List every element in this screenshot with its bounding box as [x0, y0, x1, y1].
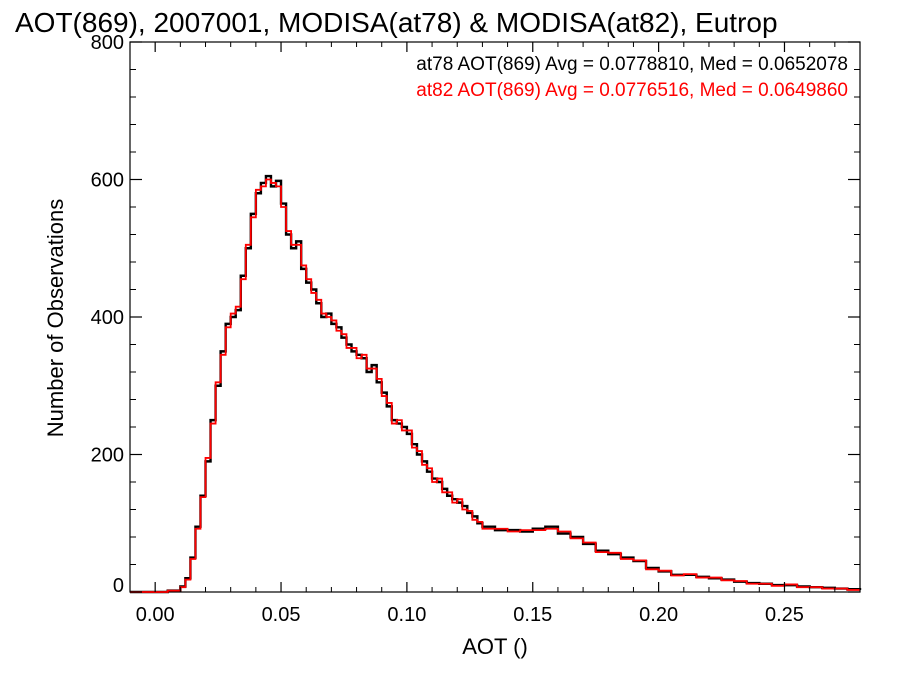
legend-at78-stats: at78 AOT(869) Avg = 0.0778810, Med = 0.0… [416, 54, 848, 75]
x-tick-label: 0.15 [513, 604, 552, 626]
y-tick-label: 200 [91, 445, 124, 467]
legend-at82-stats: at82 AOT(869) Avg = 0.0776516, Med = 0.0… [416, 80, 848, 101]
y-axis-label: Number of Observations [43, 199, 68, 437]
x-tick-label: 0.10 [387, 604, 426, 626]
series-layer [130, 174, 862, 594]
plot-border [129, 41, 861, 593]
x-tick-label: 0.00 [136, 604, 175, 626]
tick-layer: 0.00 0.05 0.10 0.15 0.20 0.25 0 200 400 600 800 [91, 32, 861, 626]
y-tick-label: 800 [91, 32, 124, 54]
y-tick-label: 400 [91, 307, 124, 329]
plot-frame [129, 41, 861, 593]
x-axis-label: AOT () [462, 634, 528, 659]
y-tick-label: 600 [91, 170, 124, 192]
y-tick-label: 0 [113, 575, 124, 597]
chart-title: AOT(869), 2007001, MODISA(at78) & MODISA… [15, 7, 778, 38]
x-tick-label: 0.05 [262, 604, 301, 626]
x-tick-label: 0.20 [639, 604, 678, 626]
x-tick-label: 0.25 [765, 604, 804, 626]
series-line-at82 [130, 178, 860, 593]
